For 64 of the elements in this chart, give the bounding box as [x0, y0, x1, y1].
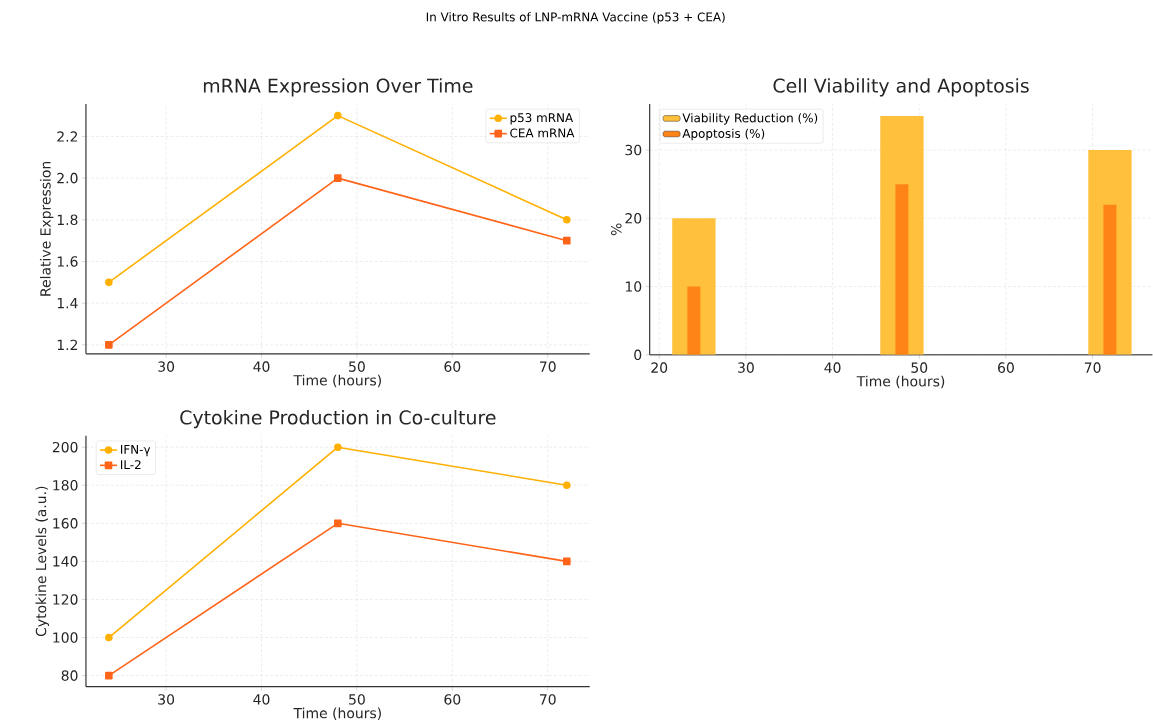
y-tick-label: 2.2: [57, 131, 78, 142]
bar: [1103, 204, 1117, 355]
y-tick-label: 120: [53, 594, 78, 605]
point: [105, 633, 113, 642]
y-tick-label: 160: [53, 518, 78, 529]
y-tick-label: 30: [625, 144, 642, 156]
legend-label: CEA mRNA: [510, 128, 575, 138]
point: [105, 278, 113, 287]
x-tick-label: 40: [253, 694, 270, 705]
x-tick-label: 30: [158, 361, 175, 373]
point: [563, 237, 571, 245]
y-tick-label: 140: [53, 556, 78, 567]
legend-label: Viability Reduction (%): [682, 113, 818, 125]
y-tick-label: 1.4: [57, 298, 78, 309]
x-tick-label: 40: [253, 361, 270, 373]
point: [105, 671, 113, 680]
y-tick-label: 1.6: [57, 256, 78, 267]
text: In Vitro Results of LNP-mRNA Vaccine (p53 + CEA): [426, 12, 725, 24]
point: [563, 557, 571, 566]
bar: [895, 184, 909, 355]
x-tick-label: 70: [540, 361, 556, 373]
x-tick-label: 50: [911, 362, 928, 374]
point: [563, 216, 571, 224]
point: [334, 112, 342, 120]
x-tick-label: 50: [349, 361, 365, 373]
y-tick-label: 1.2: [57, 339, 78, 351]
y-tick-label: 1.8: [57, 214, 78, 226]
legend-label: IFN-γ: [120, 445, 151, 457]
y-tick-label: 20: [625, 213, 642, 224]
x-tick-label: 30: [158, 694, 175, 705]
y-tick-label: 80: [61, 670, 78, 682]
x-axis-title: Time (hours): [856, 375, 945, 389]
x-tick-label: 20: [651, 362, 668, 374]
x-tick-label: 60: [998, 362, 1014, 374]
chart-title: Cell Viability and Apoptosis: [773, 78, 1029, 97]
x-tick-label: 60: [444, 361, 461, 373]
y-tick-label: 200: [52, 442, 78, 453]
chart-title: mRNA Expression Over Time: [203, 78, 473, 97]
x-tick-label: 50: [349, 694, 365, 705]
y-tick-label: 10: [625, 281, 642, 293]
legend-label: p53 mRNA: [510, 113, 574, 125]
point: [334, 443, 342, 452]
y-tick-label: 2.0: [57, 173, 78, 184]
x-axis-title: Time (hours): [293, 374, 381, 388]
bar: [687, 286, 701, 355]
x-axis-title: Time (hours): [293, 707, 381, 721]
x-tick-label: 60: [444, 694, 461, 705]
y-tick-label: 100: [53, 632, 78, 643]
legend-label: IL-2: [120, 460, 141, 470]
y-axis-title: Cytokine Levels (a.u.): [35, 486, 49, 637]
x-tick-label: 70: [540, 694, 556, 705]
point: [334, 174, 342, 183]
y-tick-label: 0: [634, 349, 642, 361]
legend-label: Apoptosis (%): [682, 128, 765, 141]
chart-title: Cytokine Production in Co-culture: [180, 410, 496, 429]
y-axis-title: %: [611, 223, 622, 236]
x-tick-label: 30: [738, 362, 754, 374]
y-axis-title: Relative Expression: [39, 162, 54, 296]
point: [105, 341, 113, 349]
point: [334, 519, 342, 528]
y-tick-label: 180: [53, 480, 78, 491]
x-tick-label: 40: [824, 362, 841, 374]
point: [563, 481, 571, 490]
x-tick-label: 70: [1084, 362, 1101, 374]
